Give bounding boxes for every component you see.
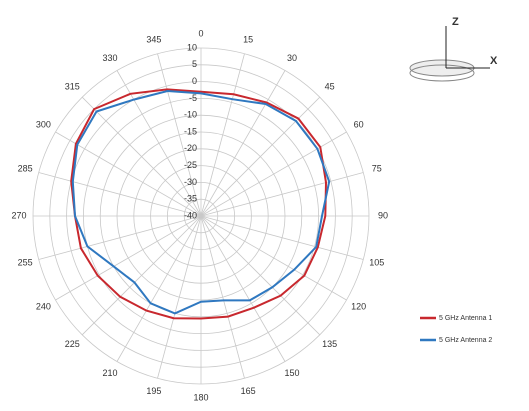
r-tick-label: 0: [192, 76, 197, 86]
device-icon: [409, 64, 475, 82]
r-tick-label: -40: [184, 210, 197, 220]
angle-label: 75: [372, 163, 382, 173]
z-label: Z: [452, 16, 459, 28]
r-tick-label: -15: [184, 126, 197, 136]
angle-label: 30: [287, 53, 297, 63]
angle-label: 345: [146, 35, 161, 45]
legend-label: 5 GHz Antenna 1: [439, 315, 492, 322]
spoke: [55, 215, 202, 301]
spoke: [200, 131, 347, 217]
spoke: [81, 96, 202, 217]
angle-label: 15: [243, 35, 253, 45]
r-tick-label: -30: [184, 177, 197, 187]
angle-label: 165: [241, 386, 256, 396]
spoke: [200, 96, 321, 217]
r-tick-label: -10: [184, 110, 197, 120]
angle-label: 300: [36, 119, 51, 129]
angle-label: 285: [18, 163, 33, 173]
angle-label: 180: [193, 392, 208, 402]
spoke: [55, 131, 202, 217]
spoke: [200, 215, 245, 379]
r-tick-label: -35: [184, 194, 197, 204]
r-tick-label: 10: [187, 42, 197, 52]
angle-label: 90: [378, 210, 388, 220]
angle-label: 120: [351, 301, 366, 311]
spoke: [200, 70, 286, 217]
r-tick-label: 5: [192, 59, 197, 69]
angle-label: 45: [325, 82, 335, 92]
angle-label: 195: [146, 386, 161, 396]
angle-label: 105: [369, 257, 384, 267]
angle-label: 135: [322, 339, 337, 349]
r-tick-label: -5: [189, 93, 197, 103]
spoke: [200, 172, 364, 217]
angle-label: 255: [18, 257, 33, 267]
spoke: [200, 53, 245, 217]
spoke: [81, 215, 202, 336]
spoke: [38, 172, 202, 217]
spoke: [200, 215, 364, 260]
angle-label: 270: [11, 210, 26, 220]
series-line: [71, 89, 331, 315]
angle-label: 150: [284, 368, 299, 378]
angle-label: 225: [65, 339, 80, 349]
r-tick-label: -25: [184, 160, 197, 170]
r-tick-label: -20: [184, 143, 197, 153]
angle-label: 330: [102, 53, 117, 63]
spoke: [200, 215, 321, 336]
angle-label: 240: [36, 301, 51, 311]
x-label: X: [490, 55, 498, 67]
spoke: [116, 215, 202, 362]
spoke: [200, 215, 286, 362]
spoke: [157, 53, 202, 217]
legend-label: 5 GHz Antenna 2: [439, 337, 492, 344]
spoke: [200, 215, 347, 301]
angle-label: 315: [65, 82, 80, 92]
angle-label: 0: [198, 28, 203, 38]
spoke: [157, 215, 202, 379]
angle-label: 210: [102, 368, 117, 378]
spoke: [38, 215, 202, 260]
axes-icon: Z X: [409, 16, 498, 82]
spoke: [116, 70, 202, 217]
angle-label: 60: [354, 119, 364, 129]
series-line: [70, 88, 328, 320]
